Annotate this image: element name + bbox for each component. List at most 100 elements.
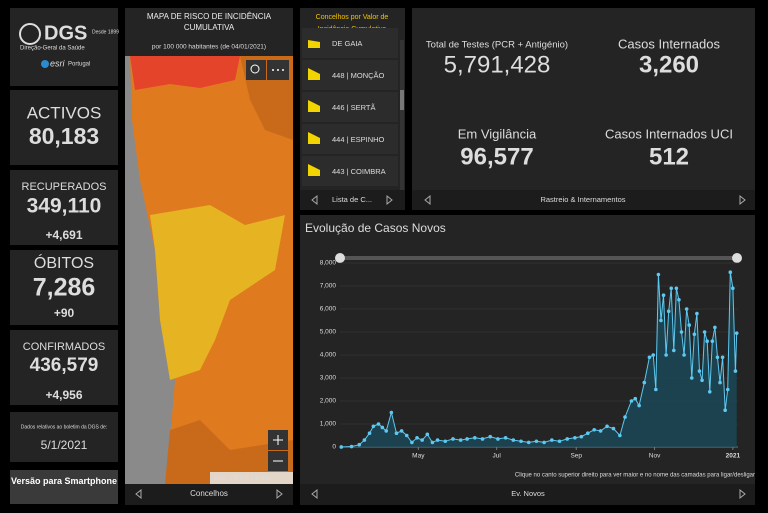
kpi-label: ACTIVOS [27,103,102,122]
point [488,434,493,439]
point [557,439,562,444]
point [637,403,641,408]
x-tick-label: May [412,453,425,460]
point [362,438,367,442]
point [669,286,674,291]
point [720,355,725,360]
point [728,270,733,275]
point [618,433,622,438]
point [674,286,679,291]
mobile-button-label-box: Versão para Smartphone [10,476,118,486]
nav-arrows[interactable] [424,194,746,206]
x-tick-label: Nov [649,453,661,460]
point [705,339,709,344]
point [642,380,647,385]
list-item-label: DE GAIA [332,39,362,48]
list-marker [308,68,320,80]
mobile-button-label[interactable]: Versão para Smartphone [10,476,118,486]
nav-arrows[interactable] [311,488,746,500]
point [695,311,699,316]
kpi-value: 7,286 [33,274,96,302]
point [633,396,638,401]
kpi-value: 80,183 [29,123,99,149]
slider-handle[interactable] [335,253,345,263]
stat-label: Em Vigilância [458,126,537,141]
partner: esri [50,58,66,68]
point [389,410,394,415]
stats-footer [412,190,755,210]
logo-icon [19,23,41,45]
y-tick-label: 2,000 [320,398,337,405]
point [672,348,676,353]
point [371,424,376,429]
point [718,380,722,385]
list-marker [308,100,320,112]
point [731,286,735,291]
nav-arrows[interactable] [311,194,393,206]
point [376,422,381,426]
point [659,318,663,323]
stat-value: 512 [649,143,689,170]
y-tick-label: 8,000 [320,260,337,267]
point [585,431,590,436]
kpi-panel [10,250,118,325]
point [380,425,385,430]
point [725,387,730,392]
point [511,438,516,442]
list-item-label: 444 | ESPINHO [332,135,385,144]
y-tick-label: 7,000 [320,283,337,290]
list: DE GAIA 448 | MONÇÃO 446 | SERTÃ 444 | ESPI… [302,28,398,186]
mobile-button[interactable] [10,470,118,504]
map-title-box: MAPA DE RISCO DE INCIDÊNCIA CUMULATIVA [146,12,272,32]
x-tick-label: 2021 [726,453,741,460]
point [677,298,681,302]
point [357,442,362,447]
kpi-panel [10,170,118,245]
scrollbar[interactable] [400,40,404,190]
stat-label: Casos Internados UCI [605,126,733,141]
slider-handle[interactable] [732,253,742,263]
point [425,432,430,437]
point [496,437,500,441]
point [579,434,584,439]
map-region [165,420,293,484]
stat-value: 3,260 [639,51,699,78]
map-region [130,56,240,90]
stat-value: 5,791,428 [444,51,551,78]
list-item-label: 448 | MONÇÃO [332,71,385,80]
kpi-change: +4,956 [45,388,82,402]
point [664,353,668,357]
point [687,323,692,327]
map-title: MAPA DE RISCO DE INCIDÊNCIA CUMULATIVA [146,12,272,32]
map-footer-label: Concelhos [190,489,228,498]
point [713,325,717,330]
point [733,369,738,373]
nav-arrows[interactable] [135,488,283,500]
point [349,444,354,449]
point [692,332,697,337]
list-marker [308,164,320,176]
y-tick-label: 4,000 [320,352,337,359]
x-tick-label: Jul [492,453,501,460]
point [715,355,720,360]
point [443,439,448,444]
map[interactable]: Esri, HERE | Instit... [125,56,293,484]
point [394,431,399,436]
map-search[interactable] [246,60,266,80]
kpi-panel [10,330,118,405]
kpi-change: +90 [54,306,75,320]
dot [282,69,284,71]
point [723,408,727,413]
point [465,437,469,441]
map-subtitle: por 100 000 habitantes (de 04/01/2021) [152,44,266,51]
point [623,415,627,419]
point [542,440,546,445]
list-footer [300,190,405,210]
scroll-thumb[interactable] [400,90,404,110]
kpi-value: 436,579 [30,355,99,376]
attribution-bg [210,472,293,484]
kpi-label: RECUPERADOS [22,181,107,193]
point [666,309,671,314]
kpi-label: ÓBITOS [34,253,94,272]
